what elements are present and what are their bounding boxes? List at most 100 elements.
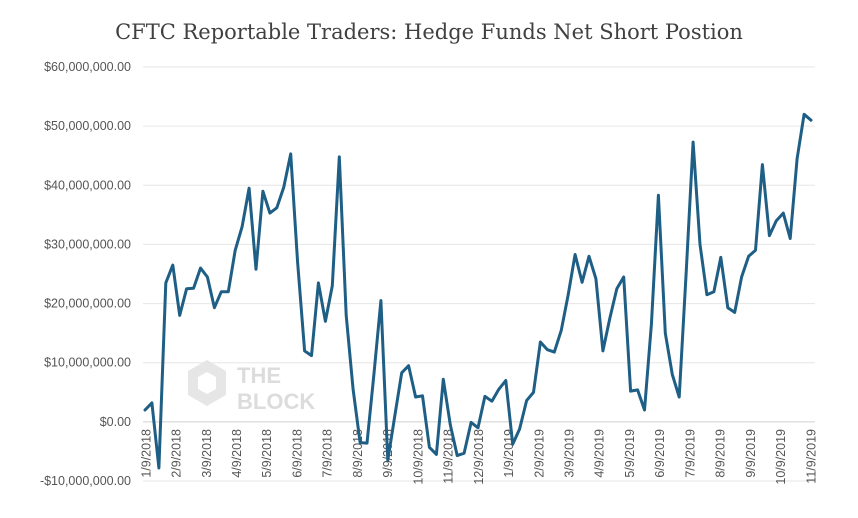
data-point (511, 443, 514, 446)
y-tick-label: $50,000,000.00 (44, 119, 131, 133)
data-point (490, 400, 494, 403)
data-point (518, 427, 521, 431)
data-point (726, 306, 729, 309)
data-point (317, 281, 320, 285)
x-tick-label: 7/9/2018 (321, 429, 335, 478)
data-point (567, 293, 570, 296)
data-point (594, 277, 598, 280)
x-axis-ticks: 1/9/2018 2/9/2018 3/9/2018 4/9/2018 5/9/2018… (139, 429, 818, 485)
data-point (247, 187, 251, 190)
data-point (171, 263, 174, 267)
y-tick-label: -$10,000,000.00 (40, 474, 131, 488)
watermark-logo-icon (188, 360, 226, 406)
x-tick-label: 10/9/2018 (411, 429, 425, 485)
data-point (483, 395, 487, 398)
data-point (407, 364, 410, 367)
data-point (747, 255, 750, 258)
data-point (261, 190, 265, 193)
data-point (379, 299, 383, 302)
data-point (254, 268, 258, 271)
data-point (338, 155, 341, 159)
data-point (178, 314, 181, 317)
x-tick-label: 5/9/2018 (260, 429, 274, 478)
data-point (795, 157, 799, 160)
data-point (150, 401, 154, 405)
data-point (428, 446, 431, 449)
data-point (358, 441, 362, 444)
data-point (192, 287, 195, 290)
data-point (573, 253, 577, 256)
y-tick-label: $30,000,000.00 (44, 237, 131, 251)
y-axis-ticks: -$10,000,000.00 $0.00 $10,000,000.00 $20,00… (40, 60, 131, 488)
data-point (587, 255, 591, 258)
data-point (143, 408, 147, 412)
data-point (393, 414, 396, 418)
x-tick-label: 7/9/2019 (683, 429, 697, 478)
watermark-text-the: THE (237, 363, 281, 388)
data-point (157, 466, 161, 470)
data-point (289, 152, 292, 156)
data-point (303, 349, 306, 353)
data-point (421, 394, 424, 397)
x-tick-label: 3/9/2019 (562, 429, 576, 478)
data-point (435, 453, 438, 456)
series-layer (143, 112, 813, 470)
data-point (351, 388, 355, 391)
data-point (213, 306, 216, 309)
data-point (546, 348, 549, 351)
x-tick-label: 1/9/2019 (502, 429, 516, 478)
data-point (560, 329, 563, 332)
data-point (664, 331, 667, 335)
x-tick-label: 9/9/2019 (744, 429, 758, 478)
data-point (227, 290, 230, 293)
data-point (310, 354, 313, 357)
x-tick-label: 8/9/2019 (714, 429, 728, 478)
data-point (768, 234, 771, 237)
data-point (740, 275, 743, 279)
x-tick-label: 3/9/2018 (200, 429, 214, 478)
x-tick-label: 4/9/2019 (593, 429, 607, 478)
data-point (282, 185, 285, 189)
data-point (400, 371, 403, 374)
series-line (143, 112, 813, 470)
data-point (657, 194, 660, 197)
x-tick-label: 6/9/2018 (290, 429, 304, 478)
x-tick-label: 5/9/2019 (623, 429, 637, 478)
data-point (497, 388, 500, 391)
chart-title: CFTC Reportable Traders: Hedge Funds Net… (115, 20, 743, 44)
data-point (678, 395, 681, 399)
data-point (671, 373, 674, 376)
data-point (234, 249, 237, 252)
data-point (553, 350, 556, 354)
data-point (650, 323, 653, 326)
data-point (712, 290, 716, 293)
data-point (345, 314, 348, 317)
data-point (372, 373, 376, 376)
data-point (802, 113, 806, 116)
data-point (331, 284, 334, 287)
data-point (296, 261, 299, 264)
data-point (469, 421, 473, 424)
data-point (733, 311, 736, 314)
x-tick-label: 12/9/2018 (472, 429, 486, 485)
x-tick-label: 4/9/2018 (230, 429, 244, 478)
x-tick-label: 1/9/2018 (139, 429, 153, 478)
data-point (164, 281, 167, 285)
data-point (442, 378, 445, 381)
data-point (789, 237, 792, 240)
data-point (206, 275, 209, 279)
data-point (754, 249, 757, 252)
data-point (698, 243, 702, 246)
data-point (275, 206, 278, 209)
data-point (456, 454, 459, 457)
data-point (761, 163, 764, 166)
data-point (608, 317, 611, 320)
data-point (615, 287, 618, 290)
data-point (809, 119, 813, 122)
data-point (504, 379, 507, 382)
data-point (622, 275, 625, 279)
data-point (525, 399, 528, 402)
data-point (199, 266, 202, 270)
y-tick-label: $60,000,000.00 (44, 60, 131, 74)
